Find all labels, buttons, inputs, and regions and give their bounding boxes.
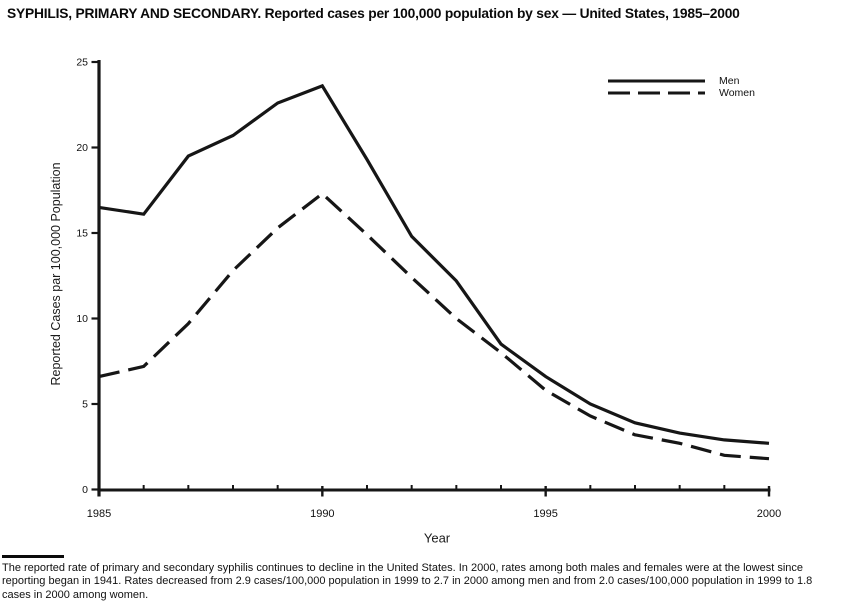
y-tick-label: 10 — [76, 313, 88, 325]
chart-legend: Men Women — [606, 75, 755, 99]
legend-label-women: Women — [719, 87, 755, 99]
x-axis-title: Year — [423, 530, 451, 546]
page-title: SYPHILIS, PRIMARY AND SECONDARY. Reporte… — [7, 6, 740, 21]
y-tick-label: 20 — [76, 142, 88, 154]
y-tick-label: 15 — [76, 228, 88, 240]
women-dashed-line-swatch — [608, 91, 705, 95]
x-tick-label: 2000 — [757, 508, 781, 520]
series-line-women — [98, 191, 770, 461]
y-tick-label: 25 — [76, 57, 88, 69]
footnote-divider — [2, 555, 64, 558]
legend-item-men: Men — [606, 75, 755, 87]
chart-plot-area: 0 5 10 15 20 25 1985 1990 1995 2000 — [76, 57, 781, 521]
syphilis-rate-chart: 0 5 10 15 20 25 1985 1990 1995 2000 Men Women Rep… — [49, 57, 781, 546]
footnote-line-2: reporting began in 1941. Rates decreased… — [2, 575, 813, 588]
men-solid-line-swatch — [608, 79, 705, 83]
legend-label-men: Men — [719, 75, 740, 87]
footnote-line-1: The reported rate of primary and seconda… — [2, 562, 803, 574]
y-tick-label: 5 — [82, 399, 88, 411]
y-tick-label: 0 — [82, 484, 88, 496]
x-tick-label: 1985 — [87, 508, 111, 520]
y-axis-title: Reported Cases par 100,000 Population — [49, 162, 63, 386]
x-tick-label: 1995 — [533, 508, 557, 520]
footnote-line-3: cases in 2000 among women. — [2, 588, 149, 601]
series-line-men — [98, 83, 770, 445]
legend-item-women: Women — [606, 87, 755, 99]
footnote: The reported rate of primary and seconda… — [2, 555, 856, 602]
x-tick-label: 1990 — [310, 508, 334, 520]
